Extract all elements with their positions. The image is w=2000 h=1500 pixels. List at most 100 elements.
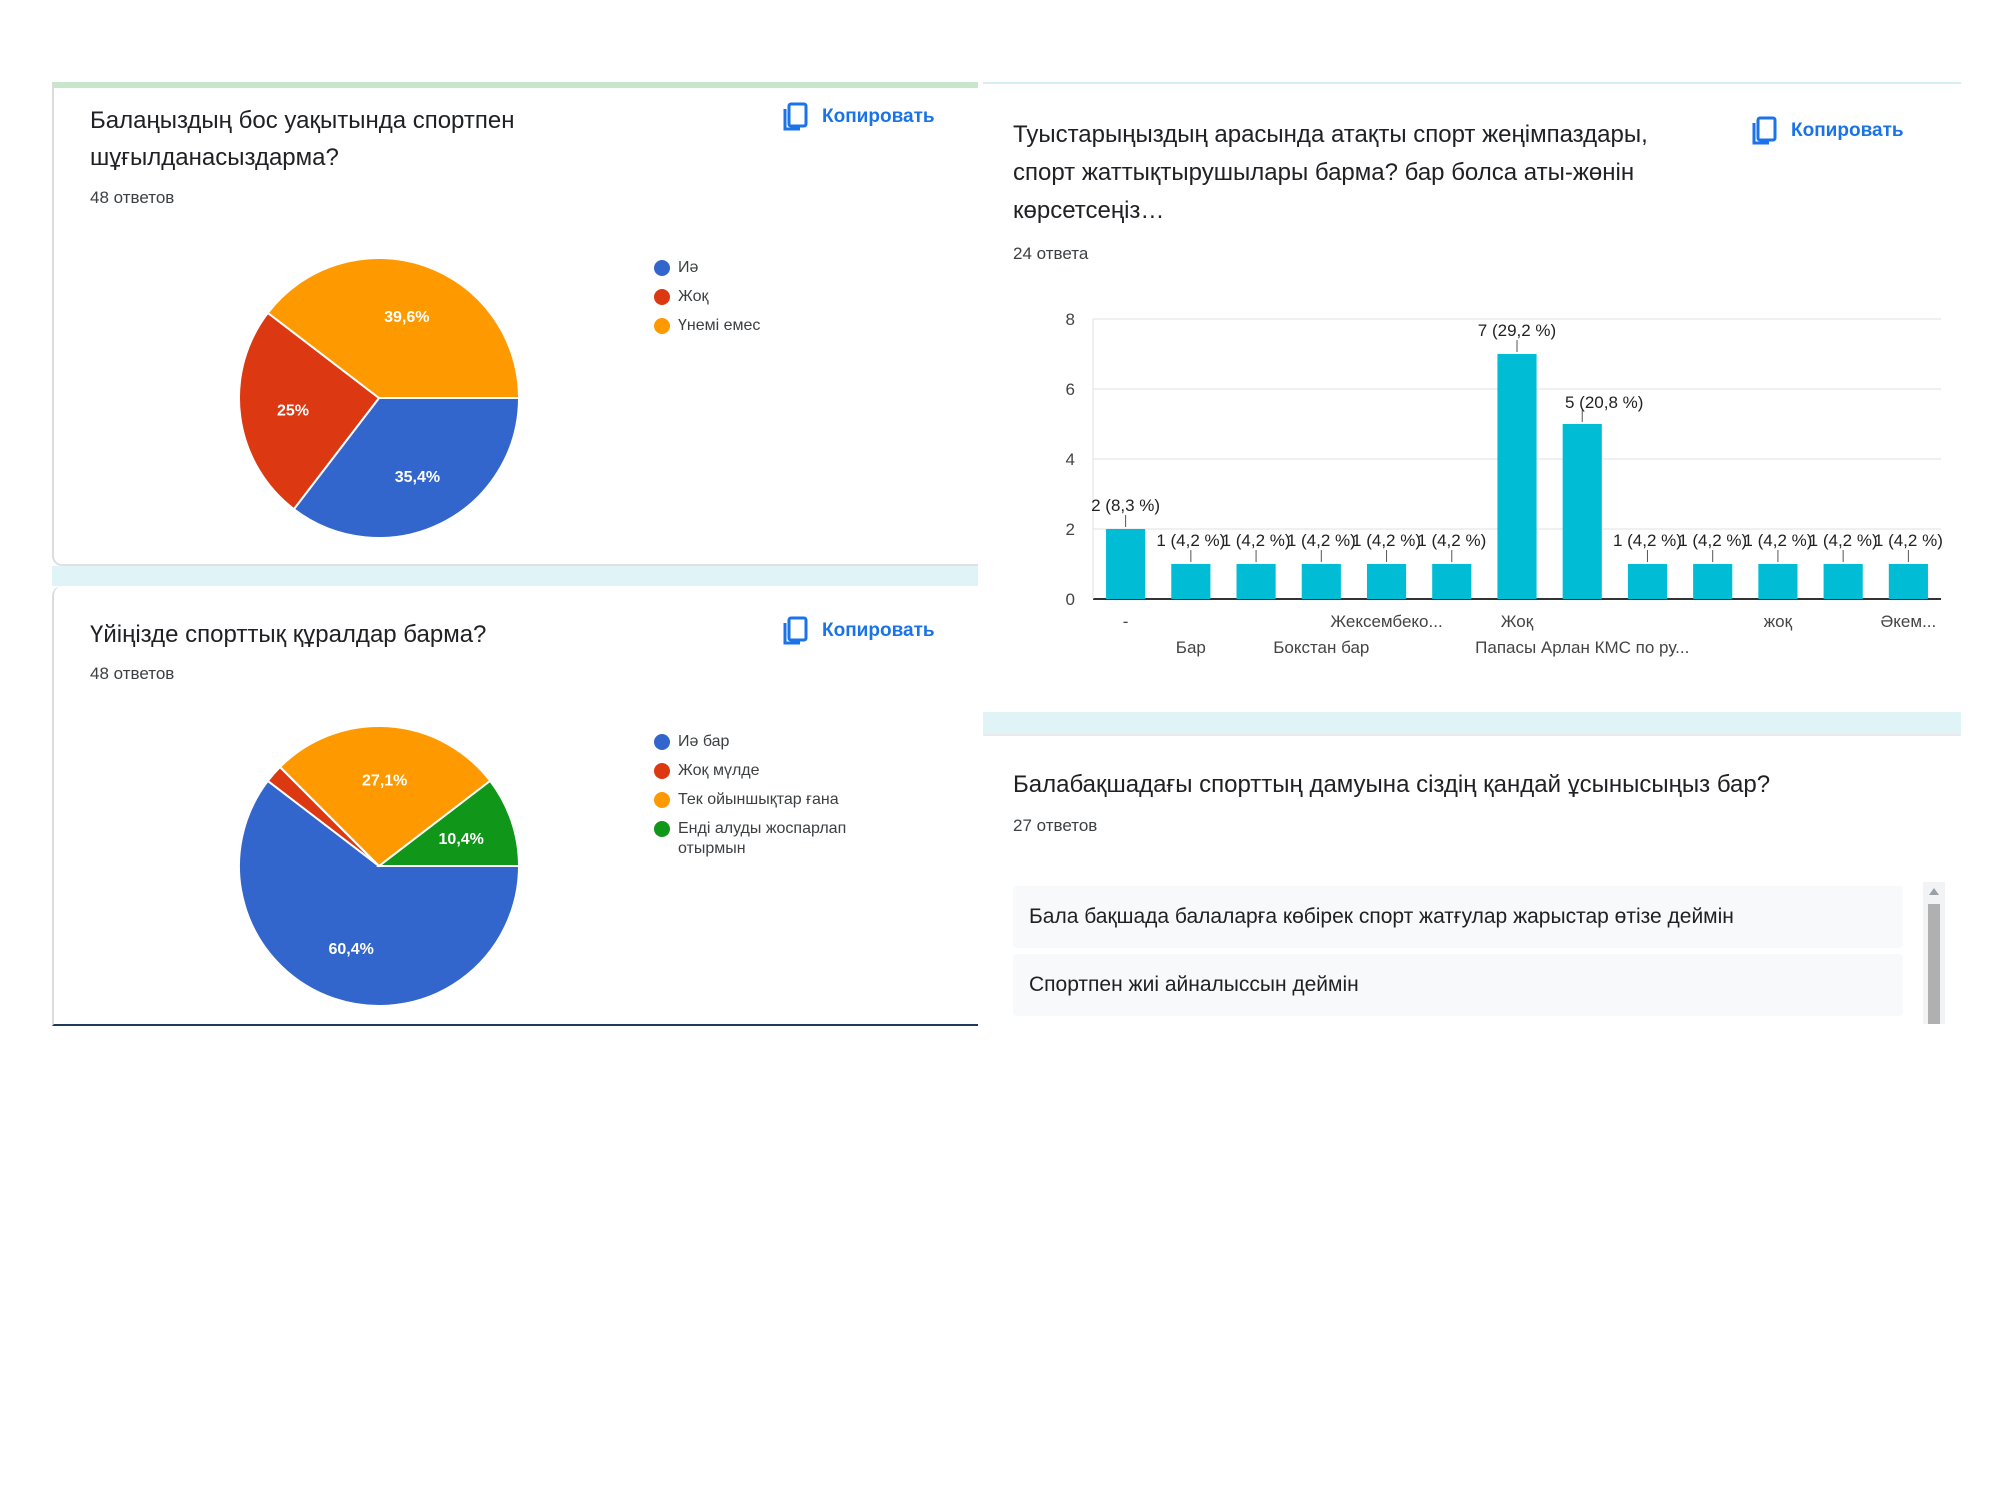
slice-label: 25% [277,402,309,419]
y-tick-label: 8 [1066,310,1075,329]
data-label: 1 (4,2 %) [1743,531,1812,550]
legend-label: Тек ойыншықтар ғана [678,791,839,808]
question-card: Балаңыздың бос уақытында спортпен шұғылд… [52,82,978,566]
pie-slice [278,725,492,868]
x-tick-label: - [1123,612,1129,631]
copy-icon [783,102,808,131]
scrollbar[interactable] [1923,882,1945,1024]
data-label: 7 (29,2 %) [1478,321,1556,340]
chart-legend: Иә бар Жоқ мүлде Тек ойыншықтар ғана Енді а… [654,732,884,868]
bar [1627,564,1668,599]
legend-swatch [654,318,670,334]
legend-swatch [654,792,670,808]
question-card: Туыстарыңыздың арасында атақты спорт жең… [983,82,1961,712]
legend-label: Жоқ [678,288,709,305]
copy-button-label: Копировать [1791,120,1904,141]
scrollbar-thumb[interactable] [1928,904,1940,1024]
legend-swatch [654,763,670,779]
y-tick-label: 2 [1066,520,1075,539]
data-label: 1 (4,2 %) [1809,531,1878,550]
x-tick-label: Бар [1176,638,1206,657]
question-title-line: спорт жаттықтырушылары барма? бар болса … [1013,159,1635,186]
pie-chart: 35,4% 25% 39,6% [238,257,521,539]
question-card: Балабақшадағы спорттың дамуына сіздің қа… [983,734,1961,1024]
question-title-line: Балаңыздың бос уақытында спортпен [90,107,515,134]
legend-swatch [654,260,670,276]
pie-slice [238,311,381,511]
copy-button-label: Копировать [822,106,935,127]
slice-label: 35,4% [395,469,440,486]
bar [1497,354,1537,599]
legend-item: Тек ойыншықтар ғана [654,790,884,810]
question-title-line: көрсетсеңіз… [1013,197,1165,224]
data-label: 1 (4,2 %) [1156,531,1225,550]
legend-label: Үнемі емес [678,317,761,334]
data-label: 1 (4,2 %) [1678,531,1747,550]
bar [1301,564,1341,599]
question-title-line: шұғылданасыздарма? [90,144,339,171]
x-tick-label: жоқ [1764,612,1793,631]
data-label: 1 (4,2 %) [1874,531,1943,550]
panel-separator [52,566,978,586]
y-tick-label: 0 [1066,590,1075,609]
legend-label: Иә [678,259,699,276]
legend-item: Иә бар [654,732,884,752]
data-label: 1 (4,2 %) [1417,531,1486,550]
response-item: Спортпен жиі айналыссын деймін [1013,954,1903,1016]
x-tick-label: Әкем... [1881,612,1937,631]
slice-label: 60,4% [328,941,373,958]
legend-item: Үнемі емес [654,316,760,336]
data-label: 1 (4,2 %) [1287,531,1356,550]
slice-label: 10,4% [439,831,484,848]
response-count: 24 ответа [1013,244,1089,263]
response-count: 27 ответов [1013,816,1098,835]
response-item: Бала бақшада балаларға көбірек спорт жат… [1013,886,1903,948]
question-title: Үйіңізде спорттық құралдар барма? [90,621,487,648]
copy-button[interactable]: Копировать [1751,116,1904,146]
legend-swatch [654,734,670,750]
x-tick-label: Папасы Арлан КМС по ру... [1475,638,1689,657]
legend-swatch [654,821,670,837]
pie-chart: 60,4% 27,1% 10,4% [238,725,521,1007]
bar [1236,564,1276,599]
pie-slice [292,397,521,539]
data-label: 1 (4,2 %) [1222,531,1291,550]
copy-button[interactable]: Копировать [782,616,935,646]
pie-slice [376,779,521,867]
copy-button-label: Копировать [822,620,935,641]
legend-label: Иә бар [678,733,730,750]
copy-icon [783,616,808,645]
legend-label: Жоқ мүлде [678,762,760,779]
pie-slice [238,779,521,1007]
legend-swatch [654,289,670,305]
legend-item: Жоқ мүлде [654,761,884,781]
data-label: 1 (4,2 %) [1352,531,1421,550]
legend-item: Жоқ [654,287,760,307]
legend-label: Енді алуды жоспарлап отырмын [678,820,847,857]
question-title: Туыстарыңыздың арасында атақты спорт жең… [1013,116,1648,230]
data-label: 1 (4,2 %) [1613,531,1682,550]
scroll-up-arrow-icon[interactable] [1923,882,1945,902]
legend-item: Енді алуды жоспарлап отырмын [654,819,884,859]
question-card: Үйіңізде спорттық құралдар барма? 48 отв… [52,586,978,1026]
chart-legend: Иә Жоқ Үнемі емес [654,258,760,345]
panel-separator [983,712,1961,734]
slice-label: 39,6% [384,309,429,326]
question-title-line: Туыстарыңыздың арасында атақты спорт жең… [1013,121,1648,148]
data-label: 5 (20,8 %) [1565,393,1643,412]
question-title: Балаңыздың бос уақытында спортпен шұғылд… [90,102,514,176]
x-tick-label: Бокстан бар [1273,638,1369,657]
pie-slice [266,257,521,399]
bar [1823,564,1863,599]
bar [1693,564,1733,599]
data-label: 2 (8,3 %) [1091,496,1160,515]
response-count: 48 ответов [90,188,175,207]
bar [1171,564,1211,599]
y-tick-label: 4 [1066,450,1075,469]
bar [1888,564,1928,599]
copy-button[interactable]: Копировать [782,102,935,132]
x-tick-label: Жексембеко... [1330,612,1442,631]
bar [1758,564,1798,599]
question-title: Балабақшадағы спорттың дамуына сіздің қа… [1013,771,1771,798]
